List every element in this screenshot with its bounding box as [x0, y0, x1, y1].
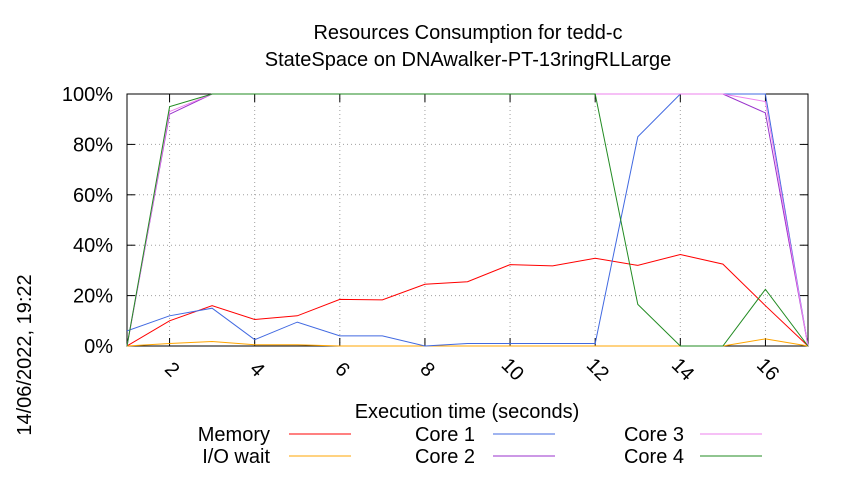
legend-label-core-3: Core 3	[624, 424, 684, 446]
legend-label-core-1: Core 1	[415, 424, 475, 446]
legend: Memory Core 1 Core 3 I/O wait Core 2 Core 4	[198, 424, 762, 468]
series-line-core-4	[126, 93, 809, 347]
series-lines	[126, 93, 809, 347]
y-tick-label: 0%	[84, 336, 113, 358]
series-line-core-2	[126, 93, 809, 347]
y-tick-label: 20%	[73, 286, 113, 308]
chart-subtitle: StateSpace on DNAwalker-PT-13ringRLLarge	[265, 49, 672, 71]
x-tick-label: 16	[752, 354, 783, 385]
series-line-core-1	[126, 93, 809, 347]
y-tick-label: 100%	[62, 84, 113, 106]
timestamp-label: 14/06/2022, 19:22	[14, 274, 36, 435]
y-tick-label: 40%	[73, 235, 113, 257]
y-tick-label: 60%	[73, 185, 113, 207]
legend-label-i-o-wait: I/O wait	[202, 446, 270, 468]
x-tick-label: 8	[415, 358, 438, 381]
series-line-core-3	[126, 93, 809, 347]
legend-label-memory: Memory	[198, 424, 270, 446]
series-line-memory	[126, 253, 809, 347]
legend-label-core-4: Core 4	[624, 446, 684, 468]
x-tick-label: 14	[667, 354, 698, 385]
x-tick-label: 10	[497, 354, 528, 385]
x-tick-label: 2	[160, 358, 183, 381]
x-axis-label: Execution time (seconds)	[355, 401, 580, 423]
series-line-i-o-wait	[126, 338, 809, 347]
legend-label-core-2: Core 2	[415, 446, 475, 468]
chart-title: Resources Consumption for tedd-c	[313, 22, 622, 44]
x-tick-label: 4	[245, 358, 268, 381]
x-tick-label: 6	[330, 358, 353, 381]
grid-lines	[127, 94, 808, 346]
plot-border	[126, 93, 809, 347]
y-tick-label: 80%	[73, 134, 113, 156]
x-tick-label: 12	[582, 354, 613, 385]
axes: 0% 20% 40% 60% 80% 100% 2 4 6 8 10 12 14 16	[62, 84, 809, 385]
